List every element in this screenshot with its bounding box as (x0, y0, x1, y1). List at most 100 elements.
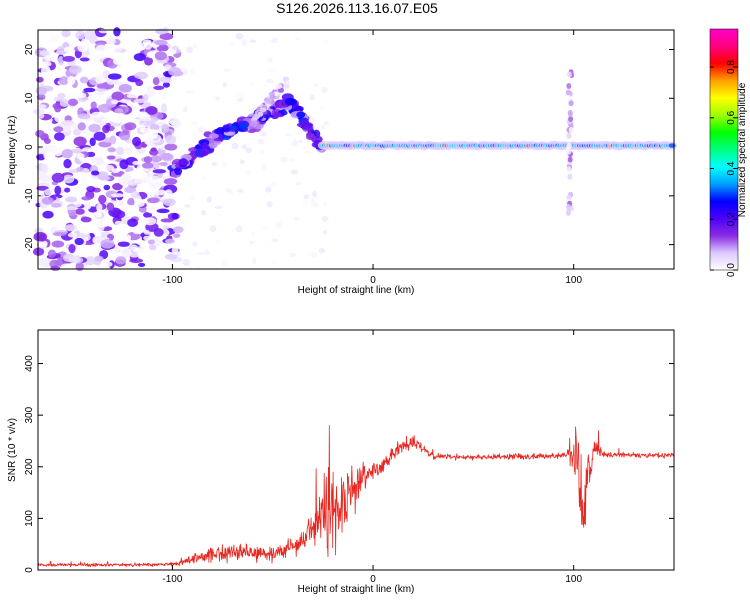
colorbar-tick-label: 0.8 (726, 60, 737, 74)
spectrogram-speckle (189, 246, 197, 252)
spectrogram-frame (37, 29, 675, 270)
spectrogram-ridge-cell (208, 133, 219, 139)
snr-panel: -100 0 100 0 100 200 300 400 Height of straight… (7, 329, 675, 595)
spectrogram-noise-cell (156, 208, 170, 214)
spectrogram-noise-cell (102, 137, 112, 143)
spectrogram-speckle (209, 225, 217, 232)
spectrogram-speckle (321, 86, 328, 94)
spectrogram-noise-cell (124, 122, 137, 131)
spectrogram-speckle (214, 96, 221, 101)
spectrogram-noise-cell (147, 239, 155, 245)
spectrogram-speckle (265, 186, 272, 193)
spectrogram-speckle (200, 209, 207, 216)
spectrogram-noise-cell (146, 51, 157, 59)
spectrogram-ridge-cell (273, 111, 282, 118)
spectrogram-noise-cell (125, 39, 138, 45)
spectrogram-noise-cell (76, 153, 85, 160)
snr-frame (37, 329, 675, 571)
spectrogram-noise-cell (124, 147, 134, 154)
spectrogram-noise-cell (36, 93, 46, 101)
spectrogram-noise-cell (143, 217, 157, 226)
spectrogram-speckle (312, 190, 317, 198)
spectrogram-speckle (183, 106, 188, 113)
spectrogram-speckle (198, 126, 203, 133)
spectrogram-ridge-cell (222, 124, 231, 133)
spectrogram-speckle (322, 200, 328, 207)
spectrogram-noise-cell (159, 32, 174, 41)
spectrogram-noise-cell (95, 54, 106, 60)
spectrogram-speckle (231, 142, 239, 150)
spectrogram-noise-cell (143, 235, 151, 241)
spectrogram-speckle (304, 150, 312, 154)
spectrogram-burst-cell (567, 156, 573, 163)
spectrogram-noise-cell (38, 174, 52, 182)
spectrogram-noise-cell (73, 136, 87, 147)
spectrogram-speckle (295, 181, 301, 186)
spectrogram-noise-cell (118, 83, 132, 93)
spectrogram-noise-cell (37, 240, 48, 248)
spectrogram-x-label: Height of straight line (km) (298, 285, 415, 296)
spectrogram-speckle (267, 57, 273, 63)
spectrogram-speckle (215, 238, 221, 246)
spectrogram-noise-cell (149, 175, 160, 184)
spectrogram-y-tick-label: -10 (24, 188, 35, 203)
spectrogram-noise-cell (102, 261, 113, 267)
spectrogram-noise-cell (67, 98, 79, 106)
colorbar-gradient (709, 28, 739, 271)
spectrogram-speckle (288, 157, 296, 163)
spectrogram-burst-cell (568, 100, 574, 107)
spectrogram-noise-cell (143, 156, 153, 164)
spectrogram-noise-cell (54, 132, 65, 141)
spectrogram-burst-cell (566, 83, 572, 89)
spectrogram-noise-cell (36, 76, 44, 83)
spectrogram-noise-cell (121, 202, 129, 212)
spectrogram-noise-cell (133, 178, 147, 184)
spectrogram-noise-cell (64, 224, 78, 232)
spectrogram-noise-cell (149, 124, 160, 131)
spectrogram-noise-cell (119, 159, 129, 170)
spectrogram-noise-cell (38, 257, 52, 268)
spectrogram-burst-cell (566, 203, 571, 210)
spectrogram-speckle (184, 204, 191, 208)
spectrogram-speckle (302, 199, 308, 207)
spectrogram-noise-cell (54, 104, 62, 113)
spectrogram-noise-cell (136, 32, 145, 39)
spectrogram-noise-cell (96, 90, 105, 96)
spectrogram-noise-cell (152, 77, 160, 86)
spectrogram-noise-cell (152, 169, 167, 174)
spectrogram-noise-cell (154, 51, 167, 61)
snr-series-line (37, 425, 675, 568)
spectrogram-y-tick-label: 20 (24, 44, 35, 56)
spectrogram-noise-cell (103, 181, 112, 186)
spectrogram-y-label: Frequency (Hz) (7, 116, 18, 185)
spectrogram-noise-cell (132, 248, 144, 253)
spectrogram-speckle (211, 161, 218, 166)
spectrogram-noise-cell (164, 143, 178, 151)
spectrogram-noise-cell (67, 232, 78, 238)
spectrogram-noise-cell (43, 137, 51, 145)
spectrogram-noise-cell (75, 262, 84, 272)
spectrogram-noise-cell (102, 124, 110, 134)
spectrogram-speckle (249, 39, 257, 43)
spectrogram-ridge-cell (238, 122, 248, 130)
spectrogram-noise-cell (36, 30, 48, 40)
spectrogram-noise-cell (173, 226, 184, 234)
spectrogram-noise-cell (146, 88, 156, 98)
spectrogram-noise-cell (33, 247, 45, 256)
spectrogram-noise-cell (107, 73, 122, 80)
spectrogram-ridge-cell (214, 128, 225, 135)
colorbar: 0.0 0.2 0.4 0.6 0.8 Normalized spectral ampl… (709, 28, 748, 277)
spectrogram-noise-cell (148, 244, 157, 251)
spectrogram-noise-cell (62, 174, 75, 184)
spectrogram-noise-cell (139, 127, 152, 134)
spectrogram-noise-cell (91, 111, 104, 118)
spectrogram-noise-cell (40, 61, 52, 67)
spectrogram-burst-cell (566, 148, 572, 155)
spectrogram-noise-cell (67, 75, 76, 86)
snr-y-tick-label: 400 (24, 355, 35, 372)
spectrogram-noise-cell (60, 120, 75, 126)
spectrogram-noise-cell (75, 30, 86, 40)
spectrogram-noise-cell (65, 196, 78, 203)
spectrogram-noise-cell (79, 57, 90, 62)
spectrogram-ridge-cell (201, 141, 209, 150)
